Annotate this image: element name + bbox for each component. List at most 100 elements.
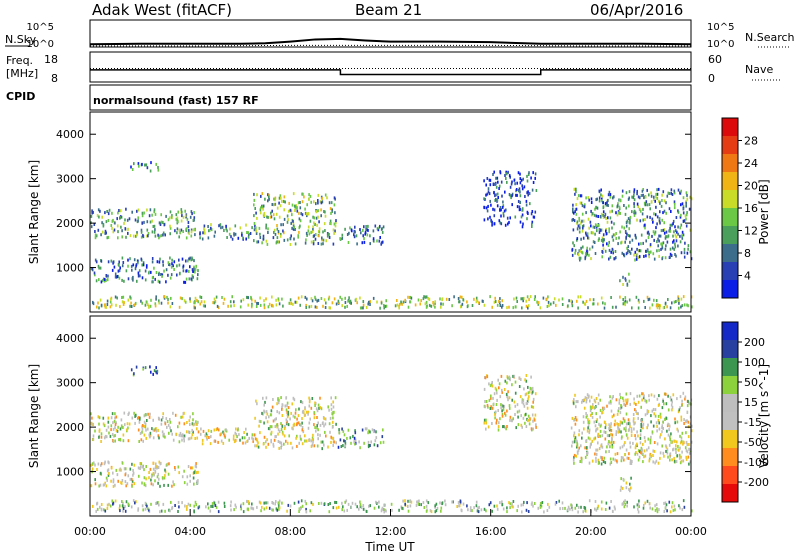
power-cell bbox=[502, 200, 504, 204]
velocity-cell bbox=[141, 424, 144, 427]
power-cell bbox=[519, 200, 521, 204]
power-cell bbox=[306, 297, 308, 301]
power-cell bbox=[131, 268, 133, 272]
power-cell bbox=[261, 192, 264, 196]
velocity-cell bbox=[610, 461, 613, 464]
power-cell bbox=[494, 296, 496, 300]
power-cell bbox=[680, 251, 683, 255]
power-cell bbox=[369, 242, 371, 246]
velocity-cell bbox=[659, 412, 662, 416]
velocity-cell bbox=[117, 425, 119, 429]
velocity-cell bbox=[654, 504, 656, 508]
velocity-cell bbox=[663, 510, 666, 513]
power-cell bbox=[646, 203, 649, 207]
velocity-cell bbox=[637, 434, 639, 438]
power-cell bbox=[637, 256, 640, 260]
beam-title: Beam 21 bbox=[355, 1, 422, 19]
velocity-cell bbox=[194, 437, 196, 440]
nsky-panel: 10^5 10^0 10^5 10^0 N.Sky N.Search bbox=[5, 19, 795, 50]
power-cell bbox=[575, 187, 577, 191]
velocity-cell bbox=[98, 416, 101, 420]
velocity-cell bbox=[236, 435, 238, 439]
velocity-cell bbox=[656, 424, 658, 428]
power-cell bbox=[106, 303, 109, 306]
power-cell bbox=[318, 227, 321, 231]
velocity-cell bbox=[496, 504, 498, 508]
velocity-cell bbox=[615, 430, 618, 434]
velocity-cell bbox=[154, 427, 157, 431]
velocity-cell bbox=[279, 440, 281, 444]
velocity-cell bbox=[582, 420, 585, 424]
power-cell bbox=[183, 280, 185, 284]
velocity-cell bbox=[452, 500, 454, 504]
velocity-cell bbox=[209, 442, 212, 446]
power-cell bbox=[104, 211, 106, 215]
power-cell bbox=[578, 256, 581, 260]
velocity-cell bbox=[216, 427, 219, 431]
power-cell bbox=[588, 253, 590, 257]
power-cell bbox=[633, 253, 635, 257]
power-cell bbox=[642, 241, 644, 245]
power-cell bbox=[247, 235, 250, 239]
velocity-cell bbox=[619, 446, 622, 450]
velocity-cell bbox=[368, 504, 370, 508]
power-cell bbox=[588, 226, 590, 230]
velocity-cell bbox=[158, 503, 160, 507]
velocity-cell bbox=[343, 439, 345, 443]
velocity-cell bbox=[118, 468, 121, 472]
power-cell bbox=[657, 187, 660, 191]
power-cell bbox=[682, 219, 685, 223]
power-cell bbox=[629, 234, 631, 238]
power-cell bbox=[296, 209, 299, 213]
power-cell bbox=[570, 299, 572, 303]
power-cell bbox=[117, 230, 119, 234]
power-cell bbox=[675, 254, 677, 258]
power-cell bbox=[532, 181, 535, 184]
velocity-cell bbox=[330, 403, 333, 407]
power-cell bbox=[308, 305, 311, 309]
velocity-cell bbox=[491, 509, 493, 513]
velocity-cell bbox=[98, 484, 100, 488]
power-cell bbox=[311, 299, 314, 303]
velocity-cell bbox=[268, 506, 271, 510]
power-cell bbox=[150, 270, 152, 274]
velocity-cell bbox=[604, 426, 607, 430]
power-cell bbox=[658, 254, 660, 258]
power-cell bbox=[493, 170, 495, 174]
power-cell bbox=[116, 296, 118, 300]
power-cell bbox=[141, 263, 143, 267]
velocity-cell bbox=[691, 509, 693, 513]
velocity-cell bbox=[359, 505, 362, 508]
power-cell bbox=[622, 298, 624, 301]
velocity-cell bbox=[164, 468, 166, 472]
velocity-cell bbox=[402, 499, 404, 503]
velocity-cell bbox=[632, 419, 635, 423]
velocity-cell bbox=[147, 427, 149, 431]
power-cell bbox=[202, 231, 204, 235]
velocity-cell bbox=[514, 380, 517, 384]
power-cell bbox=[483, 303, 486, 307]
power-cell bbox=[492, 207, 494, 211]
power-cell bbox=[144, 278, 147, 282]
power-cell bbox=[312, 225, 314, 229]
velocity-cell bbox=[633, 397, 635, 401]
velocity-cell bbox=[303, 411, 305, 415]
power-cell bbox=[608, 257, 610, 261]
power-cell bbox=[579, 256, 582, 260]
velocity-cell bbox=[277, 440, 280, 443]
velocity-cell bbox=[133, 372, 135, 376]
velocity-cell bbox=[276, 423, 278, 427]
velocity-cell bbox=[112, 440, 115, 443]
velocity-cell bbox=[611, 415, 614, 419]
velocity-cell bbox=[198, 505, 201, 509]
velocity-cell bbox=[383, 503, 385, 507]
power-cell bbox=[289, 298, 292, 302]
power-cell bbox=[665, 244, 667, 248]
power-cell bbox=[663, 209, 666, 213]
power-cell bbox=[369, 234, 371, 238]
velocity-cell bbox=[625, 433, 628, 437]
velocity-cell bbox=[354, 442, 356, 446]
velocity-cell bbox=[193, 504, 195, 508]
velocity-cell bbox=[608, 401, 610, 405]
velocity-cell bbox=[194, 500, 197, 504]
